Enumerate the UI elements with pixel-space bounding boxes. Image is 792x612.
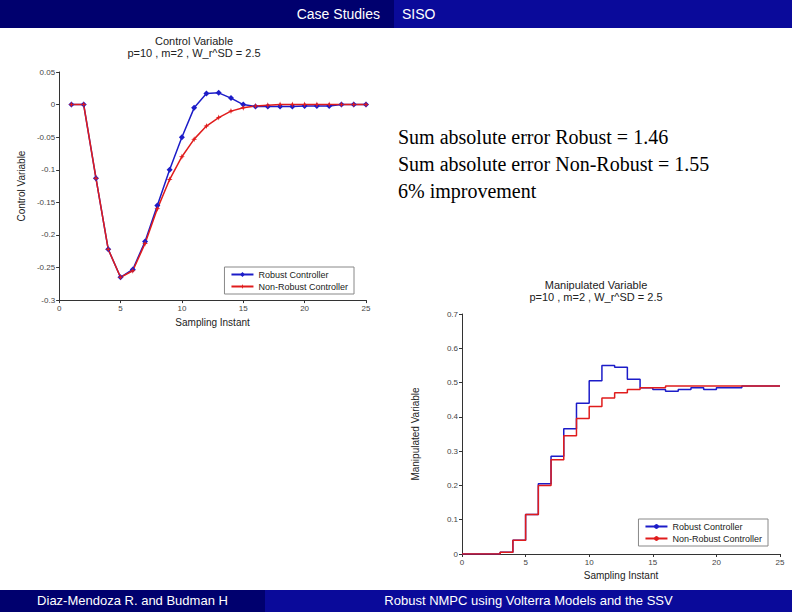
svg-text:-0.1: -0.1	[41, 165, 55, 174]
html-text:Case Studies: Case Studies	[296, 6, 380, 22]
svg-text:10: 10	[585, 558, 594, 567]
svg-text:10: 10	[177, 304, 186, 313]
html-text:SISO: SISO	[402, 6, 436, 22]
svg-text:5: 5	[118, 304, 123, 313]
svg-text:Non-Robust Controller: Non-Robust Controller	[258, 282, 348, 292]
svg-text:Sampling Instant: Sampling Instant	[175, 317, 250, 328]
svg-text:0.2: 0.2	[447, 481, 459, 490]
svg-text:0: 0	[51, 100, 56, 109]
svg-text:25: 25	[776, 558, 785, 567]
svg-text:0.7: 0.7	[447, 310, 459, 319]
svg-text:5: 5	[523, 558, 528, 567]
svg-text:p=10 , m=2 , W_r^SD = 2.5: p=10 , m=2 , W_r^SD = 2.5	[529, 291, 662, 303]
html-text:Robust NMPC using Volterra Mod: Robust NMPC using Volterra Models and th…	[384, 593, 673, 608]
svg-text:Control Variable: Control Variable	[16, 150, 27, 221]
html-text:Sum absolute error Non-Robust: Sum absolute error Non-Robust = 1.55	[398, 153, 710, 175]
svg-text:15: 15	[648, 558, 657, 567]
svg-text:p=10 , m=2 , W_r^SD = 2.5: p=10 , m=2 , W_r^SD = 2.5	[127, 47, 260, 59]
svg-text:-0.25: -0.25	[37, 263, 56, 272]
svg-text:20: 20	[300, 304, 309, 313]
svg-text:0: 0	[454, 550, 459, 559]
svg-text:Control Variable: Control Variable	[155, 35, 233, 47]
svg-text:0.1: 0.1	[447, 515, 459, 524]
svg-text:25: 25	[362, 304, 371, 313]
svg-text:Robust Controller: Robust Controller	[672, 522, 742, 532]
svg-text:0.4: 0.4	[447, 412, 459, 421]
html-text:Sum absolute error Robust = 1.: Sum absolute error Robust = 1.46	[398, 126, 669, 148]
html-text:6% improvement: 6% improvement	[398, 180, 537, 202]
svg-text:Robust Controller: Robust Controller	[258, 270, 328, 280]
svg-text:0.6: 0.6	[447, 344, 459, 353]
svg-text:-0.05: -0.05	[37, 133, 56, 142]
svg-text:0.5: 0.5	[447, 378, 459, 387]
svg-text:0: 0	[57, 304, 62, 313]
svg-text:0: 0	[460, 558, 465, 567]
svg-text:Manipulated Variable: Manipulated Variable	[545, 279, 648, 291]
svg-text:-0.15: -0.15	[37, 198, 56, 207]
svg-text:Manipulated Variable: Manipulated Variable	[410, 387, 421, 481]
html-text:Diaz-Mendoza R. and Budman H: Diaz-Mendoza R. and Budman H	[37, 593, 228, 608]
svg-text:0.05: 0.05	[40, 68, 56, 77]
svg-text:15: 15	[239, 304, 248, 313]
svg-text:20: 20	[712, 558, 721, 567]
svg-text:Non-Robust Controller: Non-Robust Controller	[672, 534, 762, 544]
svg-text:Sampling Instant: Sampling Instant	[584, 570, 659, 581]
svg-text:0.3: 0.3	[447, 447, 459, 456]
svg-text:-0.2: -0.2	[41, 230, 55, 239]
svg-text:-0.3: -0.3	[41, 296, 55, 305]
